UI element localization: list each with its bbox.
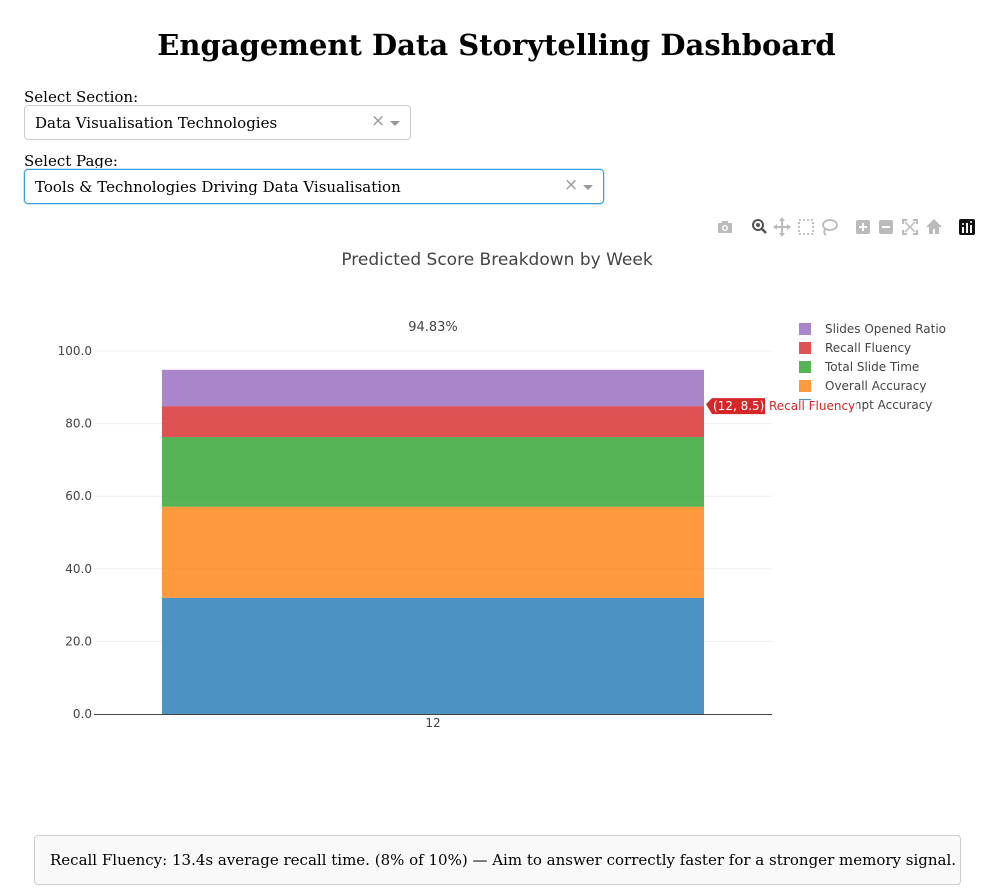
hover-series-name: Recall Fluency [769, 399, 855, 413]
camera-icon[interactable] [716, 217, 734, 237]
x-tick-label: 12 [425, 716, 440, 730]
chart-title: Predicted Score Breakdown by Week [341, 250, 652, 270]
total-label: 94.83% [408, 320, 458, 335]
page-title: Engagement Data Storytelling Dashboard [157, 28, 836, 62]
clear-icon[interactable]: × [564, 175, 579, 195]
chevron-down-icon[interactable] [583, 185, 593, 190]
hover-badge [706, 398, 765, 415]
page-value: Tools & Technologies Driving Data Visual… [35, 178, 401, 196]
stacked-bar-chart: 0.0 20.0 40.0 60.0 80.0 100.0 12 Predicted Sc… [58, 250, 946, 730]
autoscale-icon[interactable] [901, 217, 919, 237]
hover-value: (12, 8.5) [713, 399, 764, 413]
insight-message: Recall Fluency: 13.4s average recall tim… [34, 835, 961, 885]
box-select-icon[interactable] [797, 217, 815, 237]
legend-swatch[interactable] [799, 361, 811, 373]
bar-segment-slides-opened-ratio[interactable] [162, 369, 704, 407]
y-tick-label: 40.0 [65, 562, 92, 576]
legend-label[interactable]: Recall Fluency [825, 341, 911, 355]
zoom-in-icon[interactable] [854, 217, 872, 237]
y-tick-label: 0.0 [73, 707, 92, 721]
page-dropdown[interactable]: Tools & Technologies Driving Data Visual… [24, 169, 604, 204]
legend-swatch[interactable] [799, 380, 811, 392]
legend-swatch[interactable] [799, 342, 811, 354]
y-tick-label: 100.0 [58, 344, 92, 358]
zoom-icon[interactable] [750, 217, 768, 237]
bar-segment-overall-accuracy[interactable] [162, 506, 704, 598]
legend-label[interactable]: Overall Accuracy [825, 379, 926, 393]
clear-icon[interactable]: × [371, 111, 386, 131]
bar-segment-recall-fluency[interactable] [162, 406, 704, 438]
y-tick-label: 80.0 [65, 417, 92, 431]
section-value: Data Visualisation Technologies [35, 114, 278, 132]
pan-icon[interactable] [773, 217, 791, 237]
legend-label[interactable]: Total Slide Time [824, 360, 919, 374]
legend-label[interactable]: Slides Opened Ratio [825, 322, 946, 336]
y-tick-label: 60.0 [65, 489, 92, 503]
lasso-select-icon[interactable] [820, 217, 838, 237]
chevron-down-icon[interactable] [390, 121, 400, 126]
section-label: Select Section: [24, 88, 139, 106]
y-tick-label: 20.0 [65, 634, 92, 648]
zoom-out-icon[interactable] [877, 217, 895, 237]
chart-modebar [716, 217, 978, 237]
plotly-logo-icon[interactable] [958, 217, 976, 237]
page-label: Select Page: [24, 152, 118, 170]
bar-segment-total-slide-time[interactable] [162, 437, 704, 507]
reset-axes-icon[interactable] [925, 217, 943, 237]
bar-segment-attempt-accuracy[interactable] [162, 597, 704, 714]
section-dropdown[interactable]: Data Visualisation Technologies × [24, 105, 411, 140]
legend-swatch[interactable] [799, 323, 811, 335]
